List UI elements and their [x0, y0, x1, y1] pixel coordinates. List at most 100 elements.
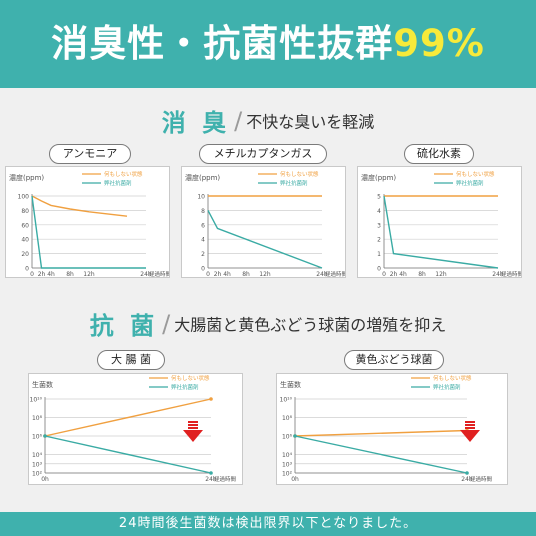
headline-text: 消臭性・抗菌性抜群: [51, 22, 394, 65]
arrow-stripe: [188, 421, 198, 423]
data-point: [43, 434, 47, 438]
arrow-stripe: [465, 427, 475, 429]
series-line: [207, 210, 323, 269]
x-tick-label: 2h: [214, 271, 222, 277]
y-tick-label: 10: [197, 194, 205, 201]
y-axis-label: 濃度(ppm): [9, 173, 44, 182]
y-tick-label: 10²: [282, 471, 293, 478]
x-axis-label: 経過時間: [470, 475, 493, 483]
x-tick-label: 4h: [223, 271, 231, 277]
legend-label: 何もしない状態: [104, 170, 143, 178]
legend-label: 弊社抗菌剤: [171, 383, 199, 391]
data-point: [465, 471, 469, 475]
x-axis-label: 経過時間: [501, 270, 521, 277]
series-line: [31, 195, 128, 217]
x-tick-label: 24h: [205, 476, 217, 483]
x-axis-label: 経過時間: [149, 270, 169, 277]
down-arrow-icon: [460, 421, 480, 442]
chart-panel-ammonia: 濃度(ppm) 0 20 40 60 80 100 0 2h 4h 8h 12h 24h 経過時間 何もしな…: [5, 166, 172, 278]
data-point: [293, 434, 297, 438]
antibacterial-subtitle: 大腸菌と黄色ぶどう球菌の増殖を抑え: [174, 315, 447, 335]
x-tick-label: 24h: [492, 271, 504, 277]
headline-percent: 99%: [393, 22, 485, 65]
y-tick-label: 2: [377, 237, 381, 244]
y-tick-label: 10³: [282, 461, 293, 468]
x-tick-label: 12h: [435, 271, 447, 277]
y-tick-label: 10¹⁰: [30, 397, 43, 404]
down-arrow-icon: [183, 421, 203, 442]
series-line: [383, 195, 499, 269]
antibacterial-section: 抗 菌 / 大腸菌と黄色ぶどう球菌の増殖を抑え 生菌数 10² 10³ 10⁴ 10⁶ 10⁸…: [0, 290, 536, 512]
y-tick-label: 10¹⁰: [280, 397, 293, 404]
x-tick-label: 4h: [47, 271, 55, 277]
x-axis-label: 経過時間: [325, 270, 345, 277]
y-tick-label: 0: [25, 266, 29, 273]
x-tick-label: 0: [382, 271, 386, 277]
data-point: [209, 471, 213, 475]
arrow-stripe: [188, 427, 198, 429]
chart-title-methyl-mercaptan: メチルカプタンガス: [199, 144, 327, 164]
legend-label: 何もしない状態: [280, 170, 319, 178]
x-tick-label: 8h: [66, 271, 74, 277]
legend-label: 弊社抗菌剤: [433, 383, 461, 391]
y-tick-label: 40: [21, 237, 29, 244]
x-tick-label: 2h: [390, 271, 398, 277]
x-tick-label: 0h: [291, 476, 299, 483]
heading-slash: /: [234, 106, 243, 135]
chart-title-e-coli: 大 腸 菌: [97, 350, 165, 370]
deodorant-heading: 消 臭 / 不快な臭いを軽減: [0, 103, 536, 138]
chart-title-ammonia: アンモニア: [49, 144, 131, 164]
legend-label: 何もしない状態: [456, 170, 495, 178]
header-banner: 消臭性・抗菌性抜群99%: [0, 0, 536, 88]
y-tick-label: 80: [21, 208, 29, 215]
series-line: [294, 435, 468, 474]
series-line: [294, 429, 468, 437]
y-tick-label: 10⁴: [282, 452, 293, 459]
deodorant-subtitle: 不快な臭いを軽減: [246, 112, 375, 132]
x-tick-label: 0h: [41, 476, 49, 483]
antibacterial-title: 抗 菌: [89, 312, 159, 340]
y-tick-label: 10⁸: [32, 415, 43, 422]
y-tick-label: 10³: [32, 461, 43, 468]
y-tick-label: 10⁴: [32, 452, 43, 459]
legend-label: 何もしない状態: [171, 374, 210, 382]
footer-note: 24時間後生菌数は検出限界以下となりました。: [0, 512, 536, 536]
antibacterial-heading: 抗 菌 / 大腸菌と黄色ぶどう球菌の増殖を抑え: [0, 306, 536, 341]
legend-label: 弊社抗菌剤: [456, 179, 484, 187]
chart-panel-staph-aureus: 生菌数 10² 10³ 10⁴ 10⁶ 10⁸ 10¹⁰ 0h 24h 経過時間 何もしない状態 弊社…: [276, 373, 508, 485]
y-tick-label: 10²: [32, 471, 43, 478]
x-tick-label: 2h: [38, 271, 46, 277]
x-tick-label: 12h: [83, 271, 95, 277]
y-tick-label: 100: [18, 194, 30, 201]
x-tick-label: 0: [206, 271, 210, 277]
y-tick-label: 0: [377, 266, 381, 273]
y-tick-label: 5: [377, 194, 381, 201]
y-tick-label: 60: [21, 222, 29, 229]
arrow-head: [460, 430, 480, 442]
deodorant-section: 消 臭 / 不快な臭いを軽減 濃度(ppm) 0 20 40 60 80 100 0 2h 4h 8h 1…: [0, 88, 536, 290]
arrow-stripe: [465, 424, 475, 426]
x-tick-label: 8h: [418, 271, 426, 277]
series-line: [44, 398, 212, 437]
legend-label: 何もしない状態: [433, 374, 472, 382]
y-tick-label: 4: [377, 208, 381, 215]
arrow-head: [183, 430, 203, 442]
y-tick-label: 2: [201, 251, 205, 258]
chart-title-staph-aureus: 黄色ぶどう球菌: [344, 350, 444, 370]
chart-panel-methyl-mercaptan: 濃度(ppm) 0 2 4 6 8 10 0 2h 4h 8h 12h 24h 経過時間 何もしない状態 弊社…: [181, 166, 348, 278]
y-tick-label: 10⁶: [282, 434, 293, 441]
y-tick-label: 4: [201, 237, 205, 244]
y-tick-label: 1: [377, 251, 381, 258]
x-tick-label: 8h: [242, 271, 250, 277]
y-tick-label: 20: [21, 251, 29, 258]
y-axis-label: 濃度(ppm): [361, 173, 396, 182]
series-line: [44, 435, 212, 474]
chart-title-hydrogen-sulfide: 硫化水素: [404, 144, 474, 164]
arrow-stripe: [188, 424, 198, 426]
x-tick-label: 24h: [140, 271, 152, 277]
chart-panel-hydrogen-sulfide: 濃度(ppm) 0 1 2 3 4 5 0 2h 4h 8h 12h 24h 経過時間 何もしない状態 弊社抗…: [357, 166, 524, 278]
y-tick-label: 8: [201, 208, 205, 215]
